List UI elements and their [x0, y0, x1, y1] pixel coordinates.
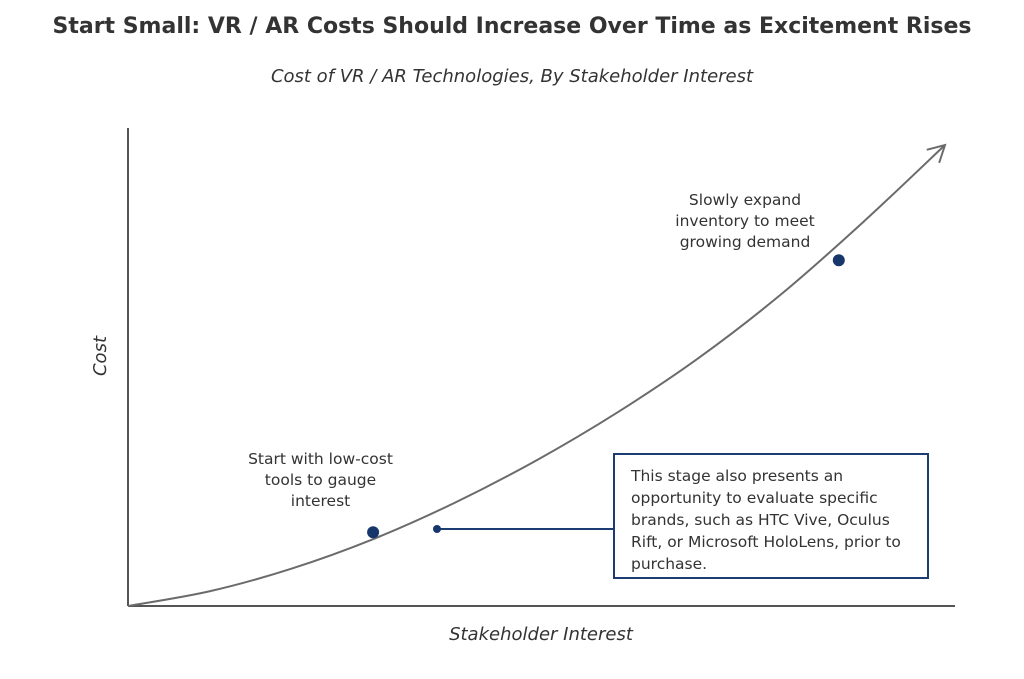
marker-low-cost	[367, 526, 380, 539]
y-axis-label: Cost	[90, 335, 111, 376]
annotation-low-cost: Start with low-cost tools to gauge inter…	[248, 450, 393, 510]
annotation-growing-demand: Slowly expand inventory to meet growing …	[675, 191, 815, 251]
callout-leader-dot	[433, 525, 441, 533]
curve-arrowhead	[926, 143, 947, 164]
chart-subtitle: Cost of VR / AR Technologies, By Stakeho…	[270, 66, 754, 87]
x-axis-label: Stakeholder Interest	[449, 624, 634, 645]
cost-curve	[127, 144, 946, 607]
marker-growing-demand	[832, 254, 845, 267]
chart-title: Start Small: VR / AR Costs Should Increa…	[52, 14, 972, 39]
callout-box: This stage also presents an opportunity …	[613, 453, 929, 579]
